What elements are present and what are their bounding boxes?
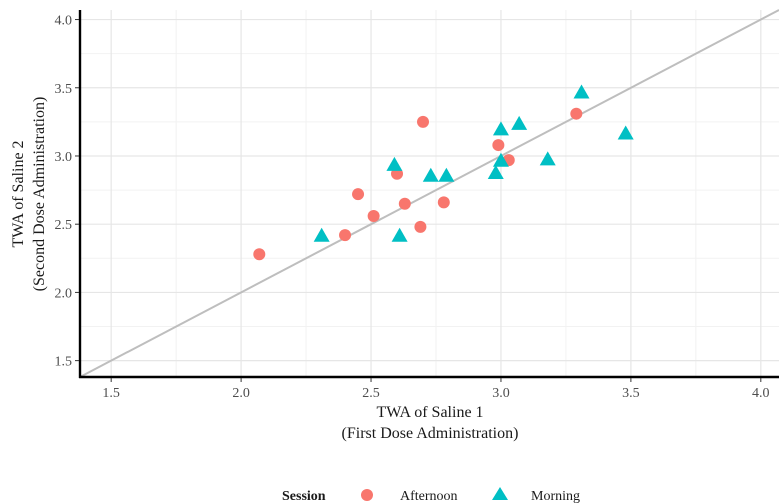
morning-point: [511, 115, 528, 130]
legend-morning-label: Morning: [531, 489, 580, 504]
y-axis-title-line1: TWA of Saline 2: [10, 140, 27, 247]
morning-point: [539, 151, 556, 166]
identity-reference-line: [79, 9, 779, 378]
y-tick-label: 2.5: [55, 218, 73, 233]
afternoon-point: [367, 210, 380, 223]
afternoon-point: [253, 248, 266, 261]
morning-point: [438, 167, 455, 182]
x-tick-label: 2.0: [232, 386, 250, 401]
legend-title: Session: [282, 489, 326, 504]
legend-afternoon-label: Afternoon: [400, 489, 458, 504]
afternoon-point: [398, 197, 411, 210]
afternoon-point: [417, 115, 430, 128]
legend-afternoon-key: [361, 489, 373, 501]
x-axis-title-line1: TWA of Saline 1: [376, 404, 483, 421]
x-tick-label: 3.0: [492, 386, 510, 401]
y-axis-ticks: 1.5 2.0 2.5 3.0 3.5 4.0: [55, 14, 79, 370]
major-gridlines: [80, 10, 779, 377]
afternoon-point: [492, 139, 505, 152]
minor-gridlines: [80, 10, 779, 377]
y-tick-label: 3.0: [55, 150, 73, 165]
data-points: [253, 84, 634, 261]
afternoon-point: [414, 220, 427, 233]
x-tick-label: 3.5: [622, 386, 640, 401]
morning-point: [422, 167, 439, 182]
x-tick-label: 1.5: [102, 386, 120, 401]
morning-point: [487, 165, 504, 180]
y-tick-label: 3.5: [55, 82, 73, 97]
morning-point: [492, 152, 509, 167]
x-tick-label: 2.5: [362, 386, 380, 401]
morning-point: [313, 227, 330, 242]
legend: Session Afternoon Morning: [282, 487, 580, 504]
morning-point: [617, 125, 634, 140]
y-tick-label: 1.5: [55, 355, 73, 370]
afternoon-point: [437, 196, 450, 209]
x-tick-label: 4.0: [752, 386, 770, 401]
x-axis-title-line2: (First Dose Administration): [342, 425, 519, 442]
afternoon-point: [352, 188, 365, 201]
afternoon-point: [339, 229, 352, 242]
morning-point: [386, 156, 403, 171]
morning-point: [573, 84, 590, 99]
y-tick-label: 4.0: [55, 14, 73, 29]
y-tick-label: 2.0: [55, 286, 73, 301]
x-axis-ticks: 1.5 2.0 2.5 3.0 3.5 4.0: [102, 378, 770, 401]
legend-morning-key: [492, 487, 508, 500]
y-axis-title-line2: (Second Dose Administration): [31, 97, 48, 292]
morning-point: [391, 227, 408, 242]
morning-point: [492, 121, 509, 136]
afternoon-point: [570, 107, 583, 120]
